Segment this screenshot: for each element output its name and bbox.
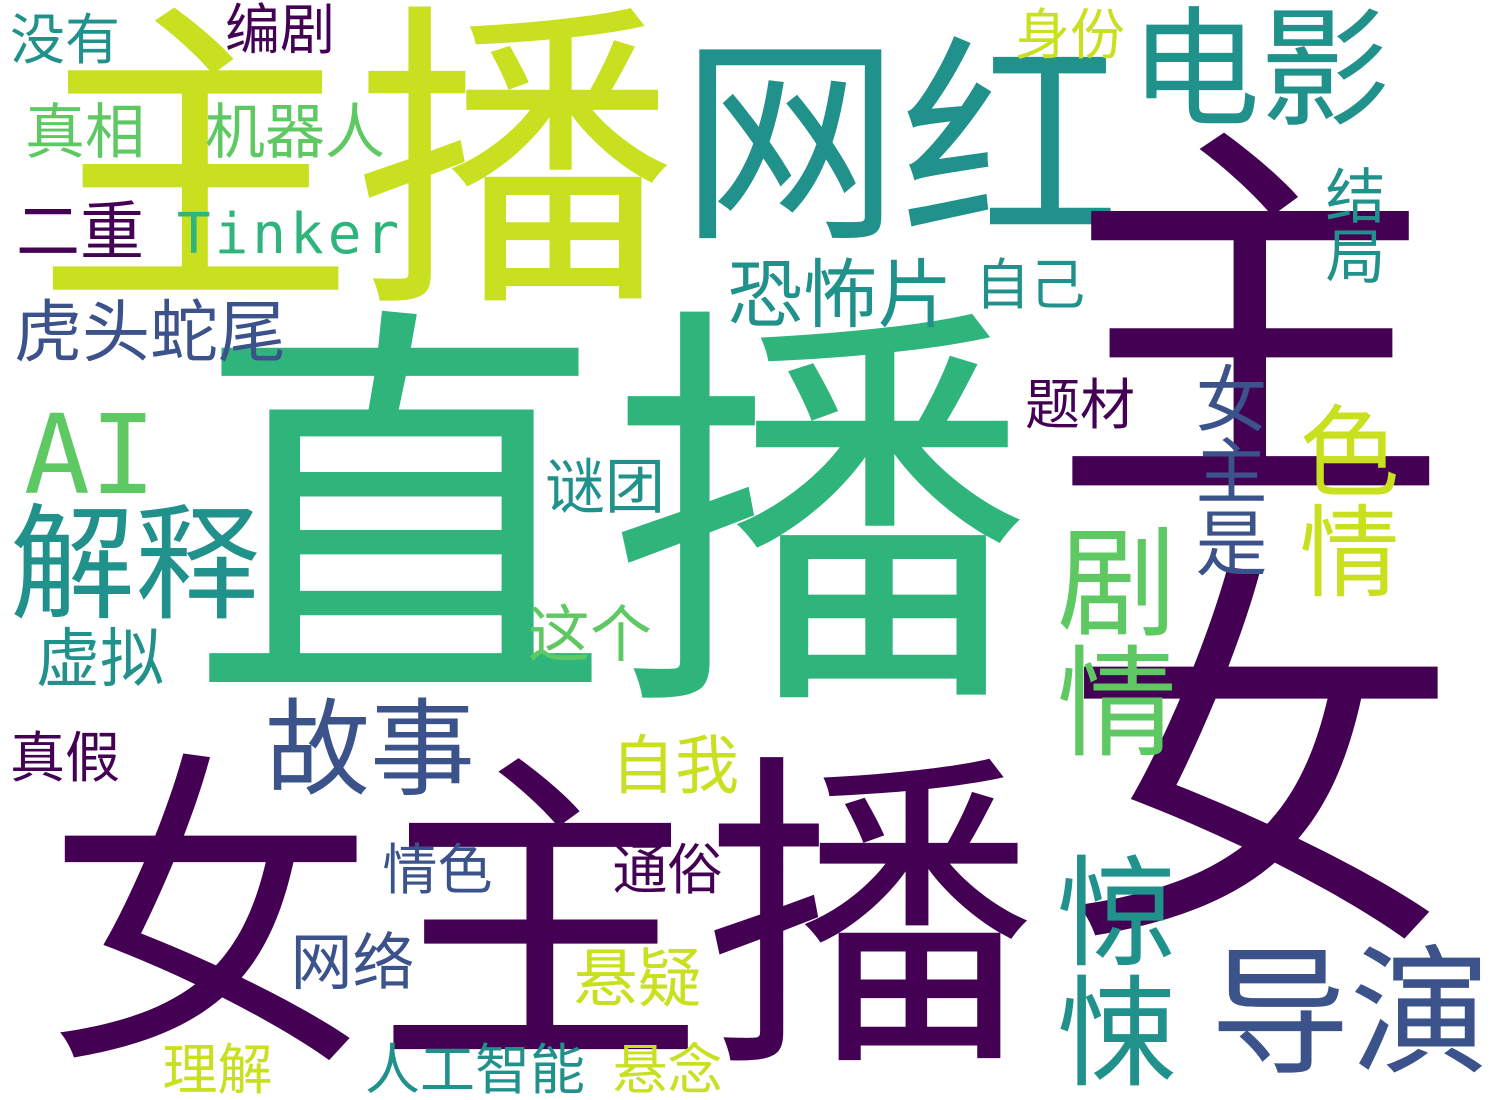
word-ai: AI bbox=[23, 391, 157, 519]
word-ziwo: 自我 bbox=[611, 730, 739, 804]
word-zhubo: 主播 bbox=[35, 0, 675, 351]
word-zhu: 主 bbox=[1050, 97, 1450, 562]
word-gushi: 故事 bbox=[264, 688, 475, 811]
word-nvzhushi: 女主是 bbox=[1183, 362, 1267, 578]
word-zhenjia: 真假 bbox=[9, 725, 120, 790]
word-hutoushewei: 虎头蛇尾 bbox=[13, 294, 286, 373]
word-xuannian: 悬念 bbox=[612, 1037, 723, 1100]
word-jieshi: 解释 bbox=[10, 492, 260, 638]
word-mituan: 谜团 bbox=[545, 452, 665, 523]
word-daoyan: 导演 bbox=[1209, 933, 1490, 1096]
word-dianying: 电影 bbox=[1130, 0, 1391, 146]
word-ziji: 自己 bbox=[974, 252, 1085, 317]
word-juqing: 剧情 bbox=[1036, 520, 1175, 760]
word-qingse: 情色 bbox=[382, 837, 493, 902]
word-jingsong: 惊悚 bbox=[1036, 850, 1175, 1090]
word-tinker: Tinker bbox=[176, 202, 404, 267]
word-meiyou: 没有 bbox=[9, 7, 120, 72]
word-lijie: 理解 bbox=[162, 1037, 273, 1100]
word-wangluo: 网络 bbox=[290, 925, 415, 999]
word-rengongzhineng: 人工智能 bbox=[364, 1037, 585, 1100]
word-nv: 女 bbox=[1060, 537, 1460, 1002]
word-seqing: 色情 bbox=[1282, 400, 1399, 600]
word-nvzhubo: 女主播 bbox=[45, 728, 1035, 1100]
word-ticai: 题材 bbox=[1024, 372, 1135, 437]
word-wanghong: 网红 bbox=[680, 17, 1121, 273]
word-zhibo: 直播 bbox=[190, 275, 1030, 764]
word-zhenxiang: 真相 bbox=[25, 97, 145, 168]
word-tongsu: 通俗 bbox=[612, 837, 723, 902]
word-bianju: 编剧 bbox=[224, 0, 335, 62]
word-xuni: 虚拟 bbox=[36, 623, 164, 697]
word-shenfen: 身份 bbox=[1014, 2, 1125, 67]
word-zhege: 这个 bbox=[527, 598, 652, 671]
word-kongbupian: 恐怖片 bbox=[727, 250, 953, 339]
word-xuanyi: 悬疑 bbox=[573, 943, 702, 1017]
word-jieju: 结局 bbox=[1315, 165, 1385, 285]
word-erzhong: 二重 bbox=[16, 196, 144, 270]
word-jiqiren: 机器人 bbox=[205, 97, 385, 168]
